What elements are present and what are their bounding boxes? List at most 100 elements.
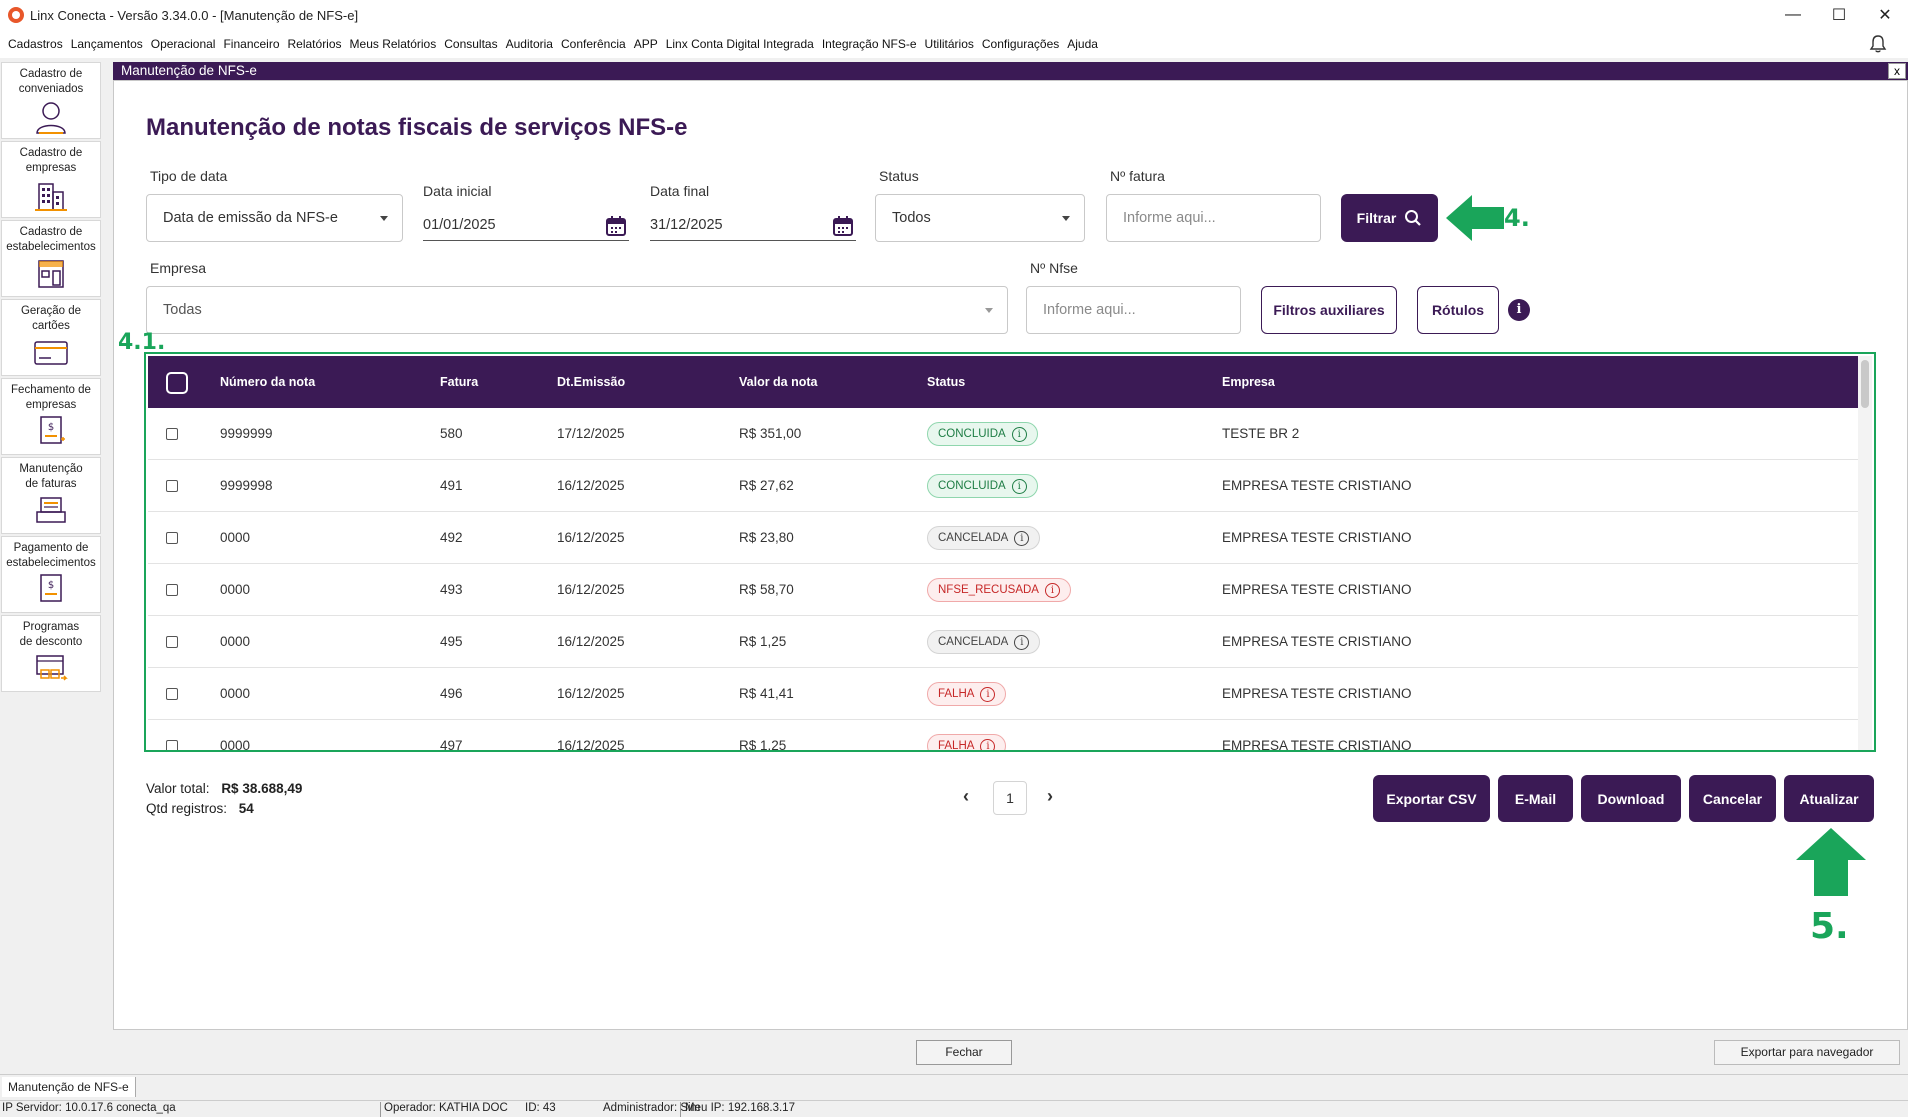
tipo-data-label: Tipo de data bbox=[150, 168, 228, 184]
table-scrollbar[interactable] bbox=[1858, 356, 1872, 750]
close-window-button[interactable]: ✕ bbox=[1878, 7, 1892, 24]
menu-conferencia[interactable]: Conferência bbox=[560, 37, 626, 51]
menu-cadastros[interactable]: Cadastros bbox=[8, 37, 63, 51]
status-badge[interactable]: FALHA i bbox=[927, 682, 1007, 706]
row-checkbox[interactable] bbox=[166, 480, 178, 492]
table-row[interactable]: 0000 497 16/12/2025 R$ 1,25 FALHA i EMPRE… bbox=[148, 720, 1860, 752]
table-row[interactable]: 0000 495 16/12/2025 R$ 1,25 CANCELADA i E… bbox=[148, 616, 1860, 668]
menu-consultas[interactable]: Consultas bbox=[444, 37, 498, 51]
filtros-auxiliares-button[interactable]: Filtros auxiliares bbox=[1261, 286, 1397, 334]
sidebar-item-pagamento[interactable]: Pagamento de estabelecimentos $ bbox=[1, 536, 101, 613]
tipo-data-value: Data de emissão da NFS-e bbox=[163, 210, 338, 226]
table-row[interactable]: 9999999 580 17/12/2025 R$ 351,00 CONCLUI… bbox=[148, 408, 1860, 460]
fechar-button[interactable]: Fechar bbox=[916, 1040, 1012, 1065]
row-checkbox[interactable] bbox=[166, 584, 178, 596]
calendar-icon[interactable] bbox=[605, 215, 627, 237]
status-id: ID: 43 bbox=[525, 1102, 556, 1114]
menu-integracao-nfse[interactable]: Integração NFS-e bbox=[821, 37, 917, 51]
tipo-data-select[interactable]: Data de emissão da NFS-e bbox=[146, 194, 403, 242]
filtrar-button[interactable]: Filtrar bbox=[1341, 194, 1438, 242]
table-row[interactable]: 0000 493 16/12/2025 R$ 58,70 NFSE_RECUSA… bbox=[148, 564, 1860, 616]
menu-linx-conta-digital[interactable]: Linx Conta Digital Integrada bbox=[665, 37, 814, 51]
empresa-select[interactable]: Todas bbox=[146, 286, 1008, 334]
cell-numero: 0000 bbox=[220, 738, 251, 752]
sidebar-item-empresas[interactable]: Cadastro de empresas bbox=[1, 141, 101, 218]
cell-fatura: 580 bbox=[440, 426, 463, 441]
status-badge[interactable]: NFSE_RECUSADA i bbox=[927, 578, 1071, 602]
menu-financeiro[interactable]: Financeiro bbox=[223, 37, 280, 51]
menu-utilitarios[interactable]: Utilitários bbox=[924, 37, 974, 51]
scrollbar-thumb[interactable] bbox=[1861, 360, 1869, 408]
exportar-csv-button[interactable]: Exportar CSV bbox=[1373, 775, 1490, 822]
status-badge[interactable]: CANCELADA i bbox=[927, 630, 1041, 654]
email-button[interactable]: E-Mail bbox=[1498, 775, 1573, 822]
menu-relatorios[interactable]: Relatórios bbox=[287, 37, 342, 51]
prev-page-button[interactable]: ‹ bbox=[963, 786, 969, 806]
sidebar-item-programas-desconto[interactable]: Programas de desconto bbox=[1, 615, 101, 692]
col-numero[interactable]: Número da nota bbox=[220, 375, 316, 389]
status-badge[interactable]: CONCLUIDA i bbox=[927, 422, 1038, 446]
atualizar-button[interactable]: Atualizar bbox=[1784, 775, 1874, 822]
info-circle-icon: i bbox=[1011, 478, 1027, 494]
status-bar: IP Servidor: 10.0.17.6 conecta_qa Operad… bbox=[0, 1100, 1908, 1117]
table-row[interactable]: 9999998 491 16/12/2025 R$ 27,62 CONCLUID… bbox=[148, 460, 1860, 512]
cancelar-button[interactable]: Cancelar bbox=[1689, 775, 1776, 822]
menu-meus-relatorios[interactable]: Meus Relatórios bbox=[349, 37, 437, 51]
minimize-button[interactable]: — bbox=[1785, 6, 1801, 23]
calendar-icon[interactable] bbox=[832, 215, 854, 237]
sidebar-item-conveniados[interactable]: Cadastro de conveniados bbox=[1, 62, 101, 139]
status-badge[interactable]: CANCELADA i bbox=[927, 526, 1041, 550]
cell-numero: 9999999 bbox=[220, 426, 273, 441]
info-circle-icon: i bbox=[980, 686, 996, 702]
col-valor[interactable]: Valor da nota bbox=[739, 375, 818, 389]
exportar-navegador-button[interactable]: Exportar para navegador bbox=[1714, 1040, 1900, 1065]
row-checkbox[interactable] bbox=[166, 428, 178, 440]
row-checkbox[interactable] bbox=[166, 740, 178, 750]
status-select[interactable]: Todos bbox=[875, 194, 1085, 242]
cell-valor: R$ 58,70 bbox=[739, 582, 794, 597]
card-icon bbox=[34, 341, 68, 365]
sidebar-item-cartoes[interactable]: Geração de cartões bbox=[1, 299, 101, 376]
info-icon[interactable]: i bbox=[1508, 299, 1530, 321]
data-inicial-input[interactable]: 01/01/2025 bbox=[423, 215, 629, 241]
row-checkbox[interactable] bbox=[166, 636, 178, 648]
page-number[interactable]: 1 bbox=[993, 781, 1027, 815]
inner-close-button[interactable]: x bbox=[1888, 63, 1906, 79]
row-checkbox[interactable] bbox=[166, 532, 178, 544]
bell-icon[interactable] bbox=[1868, 34, 1888, 54]
cell-numero: 9999998 bbox=[220, 478, 273, 493]
table-row[interactable]: 0000 492 16/12/2025 R$ 23,80 CANCELADA i … bbox=[148, 512, 1860, 564]
menu-bar: Cadastros Lançamentos Operacional Financ… bbox=[0, 30, 1908, 58]
menu-auditoria[interactable]: Auditoria bbox=[505, 37, 553, 51]
row-checkbox[interactable] bbox=[166, 688, 178, 700]
cell-fatura: 492 bbox=[440, 530, 463, 545]
sidebar-item-fechamento[interactable]: Fechamento de empresas $ bbox=[1, 378, 101, 455]
cell-data: 16/12/2025 bbox=[557, 738, 625, 752]
menu-app[interactable]: APP bbox=[633, 37, 658, 51]
menu-ajuda[interactable]: Ajuda bbox=[1067, 37, 1098, 51]
col-fatura[interactable]: Fatura bbox=[440, 375, 479, 389]
nfse-input[interactable]: Informe aqui... bbox=[1026, 286, 1241, 334]
status-badge[interactable]: FALHA i bbox=[927, 734, 1007, 750]
data-final-input[interactable]: 31/12/2025 bbox=[650, 215, 856, 241]
sidebar-item-estabelecimentos[interactable]: Cadastro de estabelecimentos bbox=[1, 220, 101, 297]
next-page-button[interactable]: › bbox=[1047, 786, 1053, 806]
col-dt-emissao[interactable]: Dt.Emissão bbox=[557, 375, 626, 389]
fatura-input[interactable]: Informe aqui... bbox=[1106, 194, 1321, 242]
col-status[interactable]: Status bbox=[927, 375, 966, 389]
rotulos-button[interactable]: Rótulos bbox=[1417, 286, 1499, 334]
fatura-label: Nº fatura bbox=[1110, 168, 1165, 184]
cell-valor: R$ 27,62 bbox=[739, 478, 794, 493]
table-row[interactable]: 0000 496 16/12/2025 R$ 41,41 FALHA i EMPR… bbox=[148, 668, 1860, 720]
task-tab-nfse[interactable]: Manutenção de NFS-e bbox=[2, 1077, 136, 1097]
svg-text:$: $ bbox=[48, 422, 54, 433]
select-all-checkbox[interactable] bbox=[166, 372, 188, 394]
download-button[interactable]: Download bbox=[1581, 775, 1681, 822]
maximize-button[interactable]: ☐ bbox=[1831, 7, 1847, 24]
menu-lancamentos[interactable]: Lançamentos bbox=[70, 37, 143, 51]
col-empresa[interactable]: Empresa bbox=[1222, 375, 1275, 389]
menu-configuracoes[interactable]: Configurações bbox=[981, 37, 1060, 51]
menu-operacional[interactable]: Operacional bbox=[150, 37, 216, 51]
sidebar-item-faturas[interactable]: Manutenção de faturas bbox=[1, 457, 101, 534]
status-badge[interactable]: CONCLUIDA i bbox=[927, 474, 1038, 498]
